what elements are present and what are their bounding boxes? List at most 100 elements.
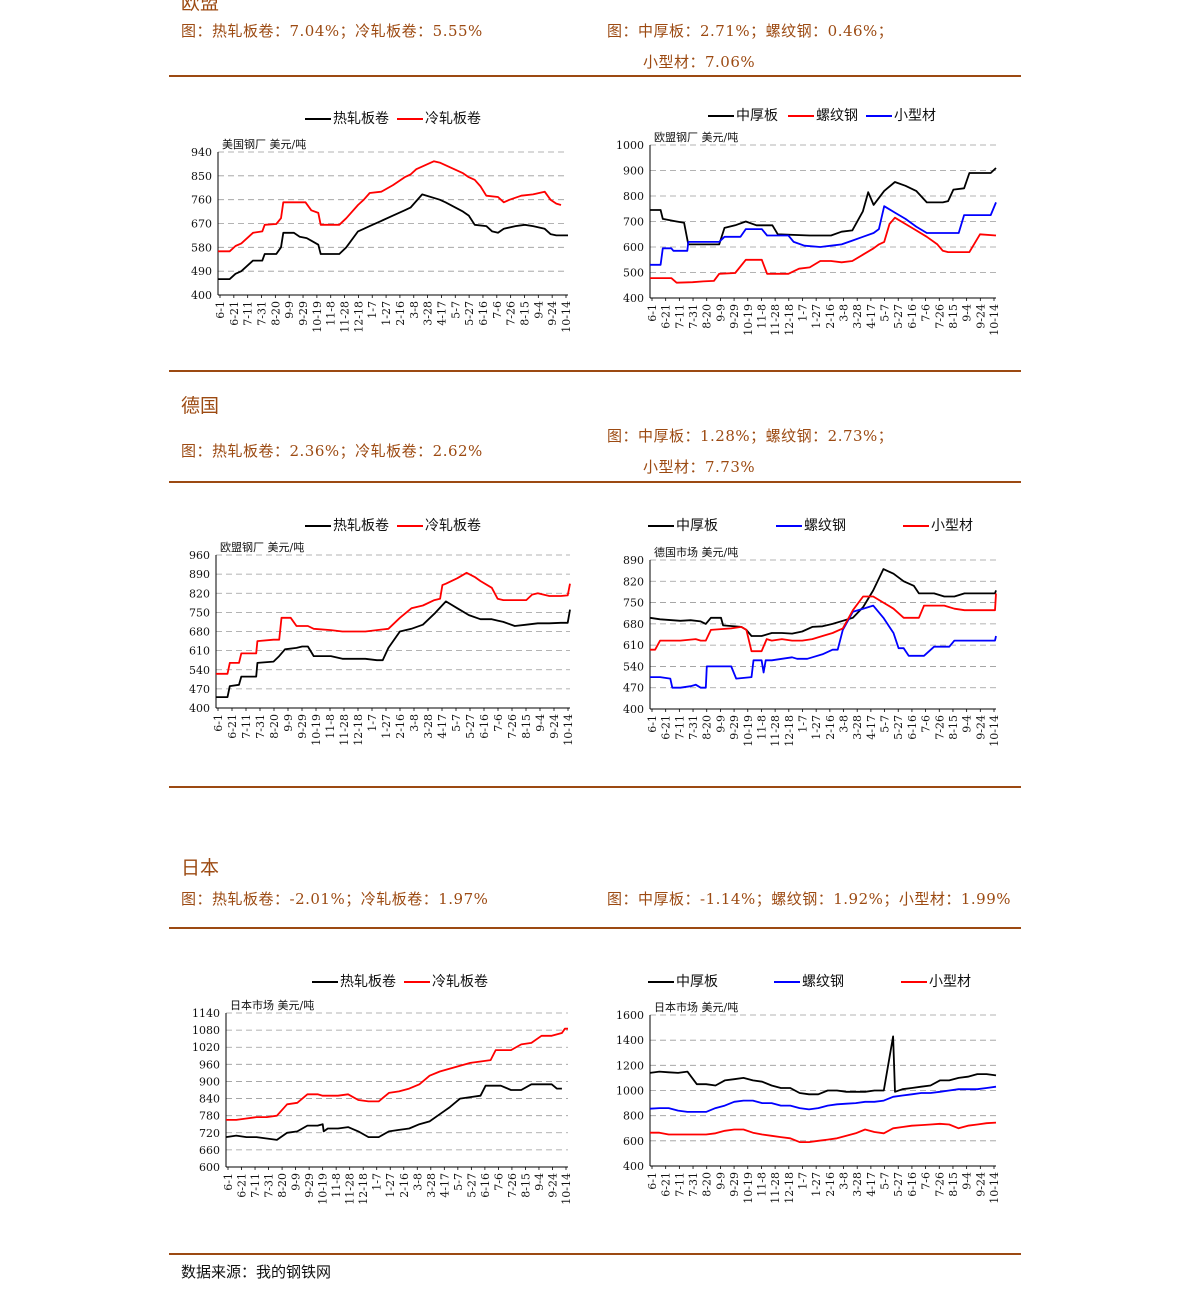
x-tick-label: 2-16 [398, 1173, 411, 1198]
x-tick-label: 9-29 [296, 714, 309, 739]
x-tick-label: 3-28 [851, 1172, 864, 1197]
x-tick-label: 9-24 [974, 1172, 987, 1197]
x-tick-label: 10-19 [742, 715, 755, 747]
x-tick-label: 7-26 [933, 715, 946, 740]
y-tick-label: 940 [191, 146, 212, 159]
x-tick-label: 7-31 [254, 714, 267, 739]
unit-label: 美国钢厂 美元/吨 [222, 138, 306, 151]
y-tick-label: 800 [623, 190, 644, 203]
legend-label: 热轧板卷 [340, 974, 396, 990]
x-tick-label: 9-4 [534, 714, 547, 732]
y-tick-label: 1140 [192, 1007, 220, 1020]
x-tick-label: 9-29 [728, 304, 741, 329]
x-tick-label: 9-9 [714, 304, 727, 322]
x-tick-label: 7-11 [673, 304, 686, 329]
x-tick-label: 5-27 [892, 1172, 905, 1197]
x-tick-label: 3-8 [408, 714, 421, 732]
x-tick-label: 3-28 [851, 715, 864, 740]
y-tick-label: 400 [623, 1160, 644, 1173]
x-tick-label: 3-28 [422, 714, 435, 739]
x-tick-label: 5-27 [465, 1173, 478, 1198]
x-tick-label: 5-27 [464, 714, 477, 739]
x-tick-label: 7-26 [505, 301, 518, 326]
x-tick-label: 7-11 [673, 715, 686, 740]
y-tick-label: 760 [191, 194, 212, 207]
x-tick-label: 9-9 [283, 301, 296, 319]
x-tick-label: 3-8 [838, 715, 851, 733]
data-source: 数据来源：我的钢铁网 [181, 1263, 332, 1281]
y-tick-label: 470 [189, 683, 210, 696]
y-tick-label: 850 [191, 170, 212, 183]
x-tick-label: 11-8 [330, 1173, 343, 1198]
x-tick-label: 8-15 [519, 1173, 532, 1198]
x-tick-label: 5-27 [892, 715, 905, 740]
divider [169, 927, 1021, 929]
x-tick-label: 9-29 [728, 1172, 741, 1197]
legend-label: 冷轧板卷 [425, 111, 481, 127]
x-tick-label: 9-24 [546, 1173, 559, 1198]
x-tick-label: 1-7 [796, 304, 809, 322]
x-tick-label: 10-14 [562, 714, 575, 746]
y-tick-label: 610 [189, 645, 210, 658]
y-tick-label: 750 [189, 606, 210, 619]
legend-label: 小型材 [929, 974, 971, 990]
y-tick-label: 1080 [192, 1024, 220, 1037]
x-tick-label: 8-15 [518, 301, 531, 326]
x-tick-label: 4-17 [435, 301, 448, 326]
section-title-de: 德国 [181, 395, 220, 417]
y-tick-label: 800 [623, 1110, 644, 1123]
x-tick-label: 6-1 [646, 304, 659, 322]
series-line-2 [650, 593, 997, 653]
legend-label: 螺纹钢 [804, 518, 846, 534]
x-tick-label: 8-20 [701, 1172, 714, 1197]
x-tick-label: 9-24 [548, 714, 561, 739]
x-tick-label: 2-16 [824, 304, 837, 329]
x-tick-label: 9-4 [961, 715, 974, 733]
series-line-0 [225, 1083, 562, 1141]
x-tick-label: 1-27 [810, 304, 823, 329]
caption-eu-right-1: 图：中厚板：2.71%；螺纹钢：0.46%； [607, 22, 894, 40]
x-tick-label: 6-1 [212, 714, 225, 732]
x-tick-label: 7-11 [249, 1173, 262, 1198]
y-tick-label: 580 [191, 241, 212, 254]
x-tick-label: 10-19 [310, 714, 323, 746]
x-tick-label: 11-28 [769, 715, 782, 747]
x-tick-label: 9-9 [714, 1172, 727, 1190]
y-tick-label: 1000 [616, 139, 644, 152]
x-tick-label: 7-26 [933, 1172, 946, 1197]
x-tick-label: 9-29 [297, 301, 310, 326]
legend-label: 中厚板 [676, 974, 718, 990]
unit-label: 日本市场 美元/吨 [654, 1000, 738, 1014]
y-tick-label: 680 [189, 626, 210, 639]
x-tick-label: 9-9 [290, 1173, 303, 1191]
unit-label: 欧盟钢厂 美元/吨 [220, 541, 304, 554]
x-tick-label: 1-27 [810, 715, 823, 740]
x-tick-label: 10-14 [560, 301, 573, 333]
x-tick-label: 9-24 [546, 301, 559, 326]
x-tick-label: 7-31 [687, 304, 700, 329]
x-tick-label: 3-8 [838, 1172, 851, 1190]
y-tick-label: 900 [199, 1075, 220, 1088]
y-tick-label: 900 [623, 165, 644, 178]
y-tick-label: 700 [623, 216, 644, 229]
y-tick-label: 600 [623, 241, 644, 254]
x-tick-label: 6-21 [660, 304, 673, 329]
x-tick-label: 12-18 [783, 1172, 796, 1204]
x-tick-label: 9-4 [961, 1172, 974, 1190]
x-tick-label: 9-24 [974, 304, 987, 329]
x-tick-label: 2-16 [394, 301, 407, 326]
caption-jp-left: 图：热轧板卷：-2.01%；冷轧板卷：1.97% [181, 890, 489, 908]
x-tick-label: 9-9 [282, 714, 295, 732]
x-tick-label: 8-15 [520, 714, 533, 739]
x-tick-label: 6-1 [222, 1173, 235, 1191]
x-tick-label: 10-14 [560, 1173, 573, 1205]
x-tick-label: 1-7 [366, 714, 379, 732]
series-line-2 [650, 202, 997, 266]
x-tick-label: 8-20 [268, 714, 281, 739]
legend-label: 中厚板 [676, 518, 718, 534]
series-line-1 [216, 571, 571, 675]
x-tick-label: 4-17 [865, 304, 878, 329]
x-tick-label: 7-6 [920, 1172, 933, 1190]
x-tick-label: 10-14 [988, 304, 1001, 336]
